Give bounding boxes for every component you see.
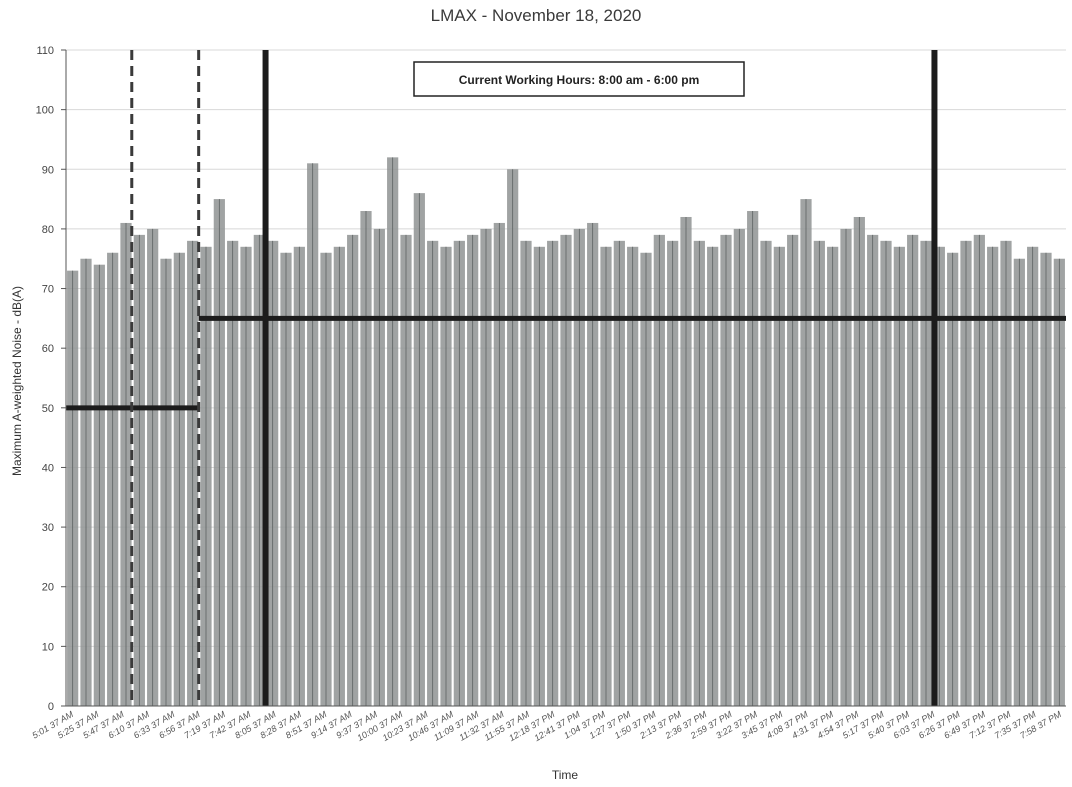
- chart-title: LMAX - November 18, 2020: [430, 6, 642, 25]
- y-tick-label: 30: [42, 522, 54, 534]
- x-axis-title: Time: [552, 768, 579, 782]
- reference-lines: [66, 50, 1066, 706]
- y-tick-label: 60: [42, 343, 54, 355]
- x-tick-labels: 5:01 37 AM5:25 37 AM5:47 37 AM6:10 37 AM…: [30, 709, 1063, 743]
- y-tick-label: 90: [42, 164, 54, 176]
- y-tick-label: 100: [36, 105, 54, 117]
- y-tick-label: 80: [42, 224, 54, 236]
- y-axis-title: Maximum A-weighted Noise - dB(A): [10, 286, 24, 476]
- annotation-box: [413, 61, 745, 97]
- y-tick-label: 50: [42, 403, 54, 415]
- y-tick-label: 110: [36, 45, 54, 57]
- y-tick-label: 10: [42, 641, 54, 653]
- working-hours-annotation: Current Working Hours: 8:00 am - 6:00 pm: [413, 61, 745, 97]
- axes: [61, 49, 1066, 707]
- y-tick-label: 20: [42, 582, 54, 594]
- y-tick-label: 70: [42, 284, 54, 296]
- y-tick-label: 40: [42, 462, 54, 474]
- y-tick-label: 0: [48, 701, 54, 713]
- annotation-text: Current Working Hours: 8:00 am - 6:00 pm: [459, 73, 700, 87]
- y-tick-labels: 0 10 20 30 40 50 60 70 80 90 100 110: [36, 45, 54, 713]
- noise-bars: [67, 157, 1065, 707]
